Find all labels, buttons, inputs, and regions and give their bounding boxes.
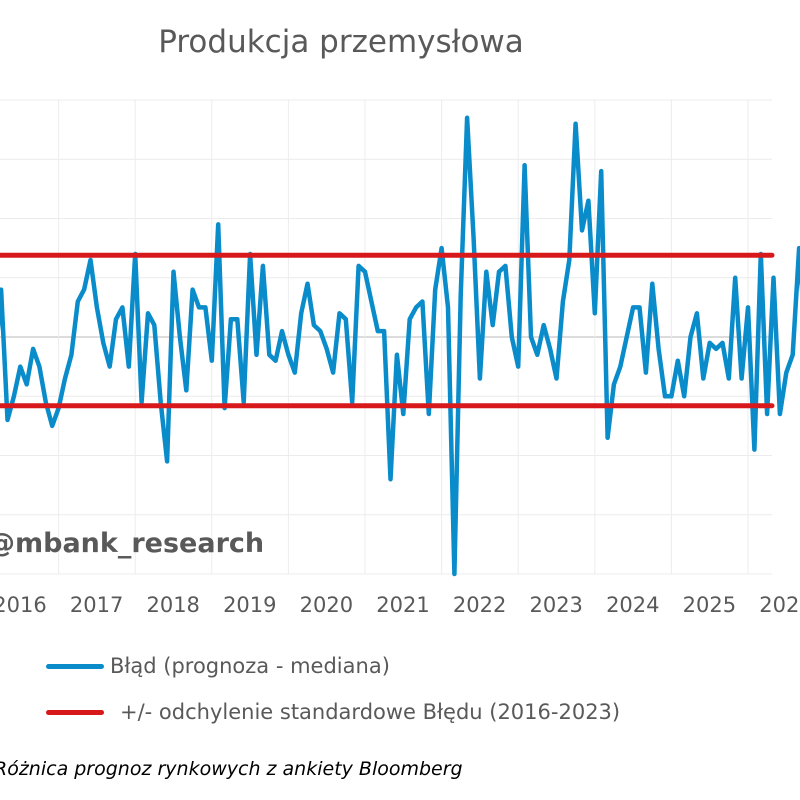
x-tick-label: 2021 xyxy=(376,593,429,617)
chart-plot: 2016 2017 2018 2019 2020 2021 2022 2023 2024 2025… xyxy=(0,99,800,617)
legend-swatch-blue xyxy=(46,663,104,669)
footnote: Różnica prognoz rynkowych z ankiety Bloo… xyxy=(0,758,463,780)
legend-label-std: +/- odchylenie standardowe Błędu (2016-2… xyxy=(120,700,621,724)
x-tick-label: 2016 xyxy=(0,593,47,617)
x-tick-label: 2024 xyxy=(606,593,659,617)
legend-label-error: Błąd (prognoza - mediana) xyxy=(110,654,390,678)
x-tick-label: 2017 xyxy=(70,593,123,617)
band-layer xyxy=(0,252,775,409)
x-tick-label: 2020 xyxy=(300,593,353,617)
x-tick-label: 2023 xyxy=(529,593,582,617)
x-tick-label: 2018 xyxy=(146,593,199,617)
chart-title: Produkcja przemysłowa xyxy=(158,24,524,60)
watermark: @mbank_research xyxy=(0,528,265,559)
legend-item-std: +/- odchylenie standardowe Błędu (2016-2… xyxy=(46,700,620,724)
grid-layer xyxy=(0,99,772,575)
legend-swatch-red xyxy=(46,709,104,715)
x-tick-label: 2026 xyxy=(759,593,800,617)
x-tick-label: 2025 xyxy=(683,593,736,617)
legend-item-error: Błąd (prognoza - mediana) xyxy=(46,654,390,678)
x-tick-layer: 2016 2017 2018 2019 2020 2021 2022 2023 2024 2025… xyxy=(0,593,800,617)
x-tick-label: 2019 xyxy=(223,593,276,617)
series-layer xyxy=(0,115,800,577)
series-line-error xyxy=(0,115,800,577)
x-tick-label: 2022 xyxy=(453,593,506,617)
